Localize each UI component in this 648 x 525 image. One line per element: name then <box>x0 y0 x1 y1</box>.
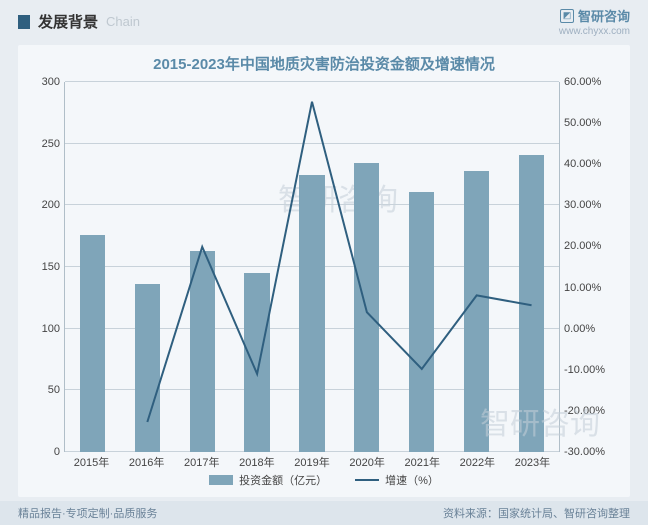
y-left-tick: 50 <box>48 384 60 396</box>
y-right-tick: -20.00% <box>564 405 605 417</box>
y-left-tick: 0 <box>54 446 60 458</box>
y-right-tick: 50.00% <box>564 117 601 129</box>
legend-item-bar: 投资金额（亿元） <box>209 472 327 488</box>
plot-wrap: 050100150200250300 -30.00%-20.00%-10.00%… <box>30 82 618 452</box>
y-left-tick: 200 <box>42 199 60 211</box>
footer-left: 精品报告·专项定制·品质服务 <box>18 505 157 521</box>
plot-area <box>64 82 560 452</box>
legend-swatch-bar-icon <box>209 475 233 485</box>
x-tick: 2020年 <box>349 454 384 470</box>
header-bar: 发展背景 Chain ◩ 智研咨询 www.chyxx.com <box>0 0 648 39</box>
brand-url: www.chyxx.com <box>559 26 630 37</box>
x-tick: 2016年 <box>129 454 164 470</box>
x-tick: 2019年 <box>294 454 329 470</box>
x-axis: 2015年 2016年 2017年 2018年 2019年 2020年 2021年 2022年… <box>64 452 560 472</box>
line-svg <box>65 82 559 452</box>
line-layer <box>65 82 559 452</box>
y-right-tick: 40.00% <box>564 158 601 170</box>
y-right-tick: 10.00% <box>564 282 601 294</box>
y-left-tick: 300 <box>42 76 60 88</box>
x-tick: 2017年 <box>184 454 219 470</box>
y-left-tick: 150 <box>42 261 60 273</box>
legend: 投资金额（亿元） 增速（%） <box>30 472 618 488</box>
header-left: 发展背景 Chain <box>18 11 140 32</box>
y-right-tick: 0.00% <box>564 323 595 335</box>
legend-item-line: 增速（%） <box>355 472 439 488</box>
brand-logo-icon: ◩ <box>560 9 574 23</box>
y-left-tick: 250 <box>42 138 60 150</box>
header-subtitle-ghost: Chain <box>106 14 140 29</box>
footer: 精品报告·专项定制·品质服务 资料来源：国家统计局、智研咨询整理 <box>0 501 648 525</box>
chart-title: 2015-2023年中国地质灾害防治投资金额及增速情况 <box>30 53 618 74</box>
footer-right: 资料来源：国家统计局、智研咨询整理 <box>443 505 630 521</box>
legend-label-bar: 投资金额（亿元） <box>239 472 327 488</box>
header-brand: ◩ 智研咨询 www.chyxx.com <box>559 6 630 37</box>
y-axis-right: -30.00%-20.00%-10.00%0.00%10.00%20.00%30… <box>560 82 618 452</box>
legend-label-line: 增速（%） <box>385 472 439 488</box>
header-marker-icon <box>18 15 30 29</box>
x-tick: 2015年 <box>74 454 109 470</box>
chart-container: 2015-2023年中国地质灾害防治投资金额及增速情况 智研咨询 0501001… <box>18 45 630 497</box>
header-title: 发展背景 <box>38 11 98 32</box>
y-right-tick: -10.00% <box>564 364 605 376</box>
x-tick: 2023年 <box>515 454 550 470</box>
y-left-tick: 100 <box>42 323 60 335</box>
x-tick: 2018年 <box>239 454 274 470</box>
growth-line <box>147 102 531 422</box>
y-axis-left: 050100150200250300 <box>30 82 64 452</box>
x-tick: 2021年 <box>404 454 439 470</box>
x-tick: 2022年 <box>460 454 495 470</box>
y-right-tick: 20.00% <box>564 240 601 252</box>
y-right-tick: -30.00% <box>564 446 605 458</box>
y-right-tick: 60.00% <box>564 76 601 88</box>
brand-name: 智研咨询 <box>578 6 630 25</box>
legend-swatch-line-icon <box>355 479 379 481</box>
y-right-tick: 30.00% <box>564 199 601 211</box>
